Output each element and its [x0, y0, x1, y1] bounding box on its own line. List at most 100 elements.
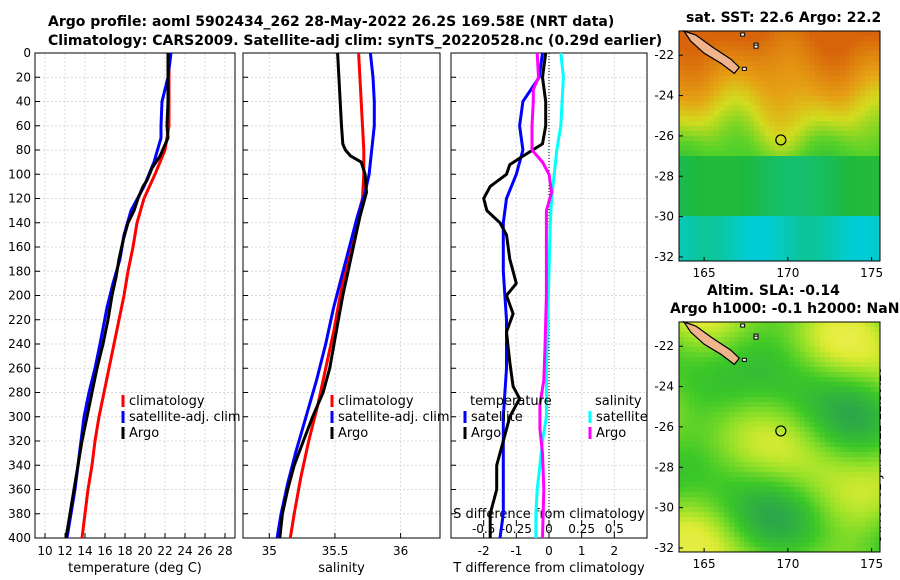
map-cell [704, 322, 710, 328]
map-cell [814, 477, 821, 483]
map-cell [834, 537, 841, 543]
map-cell [799, 487, 806, 493]
map-cell [684, 206, 690, 212]
map-cell [689, 251, 695, 257]
map-cell [759, 422, 765, 428]
map-cell [799, 392, 806, 398]
map-cell [689, 362, 695, 368]
map-cell [769, 236, 775, 242]
map-cell [744, 382, 750, 388]
map-cell [684, 412, 690, 418]
map-cell [679, 231, 685, 237]
map-cell [739, 136, 745, 142]
map-cell [809, 512, 816, 518]
map-cell [854, 327, 861, 333]
map-cell [809, 106, 816, 112]
map-cell [844, 337, 851, 343]
map-cell [714, 216, 720, 222]
map-cell [799, 246, 806, 252]
map-cell [694, 547, 700, 553]
map-cell [679, 181, 685, 187]
map-cell [709, 447, 715, 453]
map-cell [874, 427, 881, 433]
map-cell [854, 171, 861, 177]
map-cell [724, 452, 730, 458]
map-cell [714, 427, 720, 433]
map-cell [834, 527, 841, 533]
map-cell [829, 532, 836, 538]
map-cell [709, 392, 715, 398]
x-tick-label: 2 [611, 544, 619, 558]
map-cell [734, 246, 740, 252]
map-cell [804, 362, 811, 368]
map-cell [789, 176, 795, 182]
map-cell [769, 442, 775, 448]
map-cell [814, 547, 821, 553]
map-cell [734, 241, 740, 247]
map-cell [779, 36, 785, 42]
map-cell [784, 437, 790, 443]
map-cell [814, 201, 821, 207]
map-cell [759, 206, 765, 212]
map-cell [814, 166, 821, 172]
map-cell [694, 502, 700, 508]
map-cell [794, 166, 801, 172]
map-cell [679, 241, 685, 247]
map-cell [804, 71, 811, 77]
map-cell [764, 61, 770, 67]
map-cell [699, 86, 705, 92]
map-cell [719, 472, 725, 478]
x-tick-label: 14 [77, 544, 92, 558]
map-cell [799, 512, 806, 518]
map-cell [774, 512, 780, 518]
map-cell [754, 81, 760, 87]
map-cell [874, 76, 881, 82]
map-cell [699, 352, 705, 358]
map-cell [869, 31, 876, 37]
map-cell [844, 226, 851, 232]
map-cell [814, 472, 821, 478]
map-cell [849, 517, 856, 523]
map-cell [834, 46, 841, 52]
y-tick-label: 100 [8, 167, 31, 181]
map-cell [734, 462, 740, 468]
map-cell [699, 442, 705, 448]
map-cell [719, 111, 725, 117]
map-cell [849, 477, 856, 483]
map-cell [779, 131, 785, 137]
map-cell [824, 377, 831, 383]
map-cell [774, 186, 780, 192]
map-cell [784, 106, 790, 112]
map-cell [834, 161, 841, 167]
map-cell [779, 322, 785, 328]
map-cell [704, 126, 710, 132]
map-cell [714, 367, 720, 373]
map-cell [744, 146, 750, 152]
map-cell [869, 367, 876, 373]
map-cell [779, 337, 785, 343]
map-cell [844, 477, 851, 483]
map-cell [694, 347, 700, 353]
map-cell [869, 246, 876, 252]
map-cell [814, 362, 821, 368]
map-cell [764, 136, 770, 142]
map-cell [789, 131, 795, 137]
map-cell [714, 482, 720, 488]
map-cell [874, 231, 881, 237]
map-cell [809, 547, 816, 553]
map-cell [779, 387, 785, 393]
map-cell [724, 537, 730, 543]
map-cell [759, 251, 765, 257]
map-cell [849, 432, 856, 438]
map-cell [819, 151, 826, 157]
map-cell [684, 126, 690, 132]
map-cell [809, 412, 816, 418]
map-cell [689, 437, 695, 443]
map-cell [844, 41, 851, 47]
map-cell [724, 467, 730, 473]
map-cell [729, 201, 735, 207]
map-cell [859, 61, 866, 67]
map-cell [754, 76, 760, 82]
map-cell [864, 417, 871, 423]
map-cell [834, 362, 841, 368]
